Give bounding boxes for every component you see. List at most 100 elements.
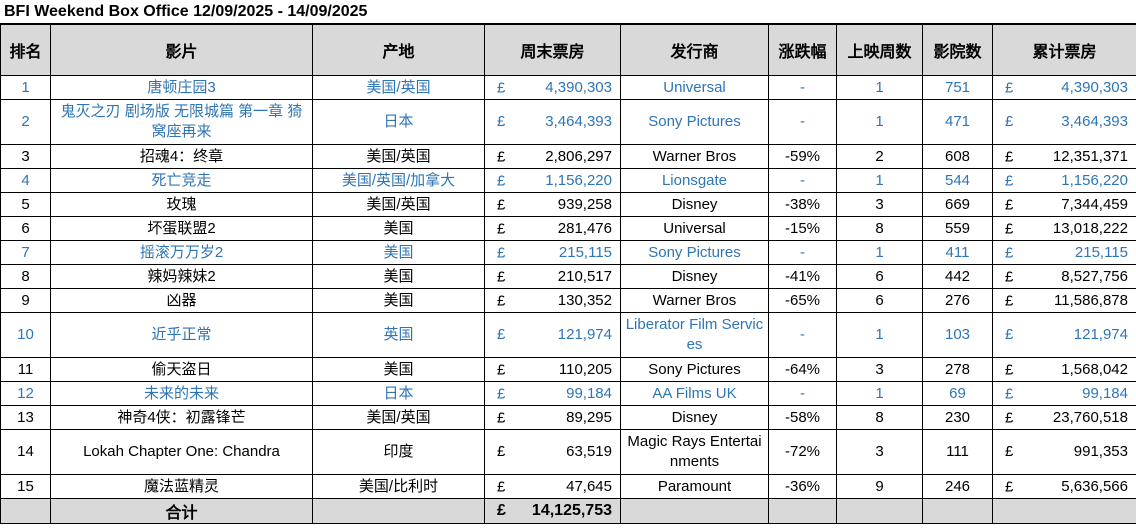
weekend-gross-cell: £1,156,220 <box>484 168 621 193</box>
currency-symbol: £ <box>497 268 506 285</box>
weekend-gross-cell-value: 89,295 <box>566 409 612 426</box>
weekend-gross-cell-value: 110,205 <box>558 361 612 378</box>
total-gross-cell: £121,974 <box>992 312 1136 358</box>
currency-symbol: £ <box>1005 385 1014 402</box>
total-empty-origin <box>312 498 485 524</box>
header-rank: 排名 <box>0 24 51 76</box>
distributor-cell: Universal <box>620 75 769 100</box>
weekend-gross-cell-value: 281,476 <box>557 220 612 237</box>
film-cell: 摇滚万万岁2 <box>50 240 313 265</box>
total-gross-cell-value: 7,344,459 <box>1061 196 1128 213</box>
weekend-gross-cell-value: 47,645 <box>566 478 612 495</box>
cinemas-cell: 276 <box>922 288 993 313</box>
cinemas-cell: 544 <box>922 168 993 193</box>
weeks-cell: 6 <box>836 288 923 313</box>
rank-cell: 15 <box>0 474 51 499</box>
distributor-cell: Warner Bros <box>620 288 769 313</box>
weekend-gross-cell: £3,464,393 <box>484 99 621 145</box>
currency-symbol: £ <box>497 478 506 495</box>
total-gross-cell-value: 13,018,222 <box>1052 220 1128 237</box>
origin-cell: 美国 <box>312 240 485 265</box>
distributor-cell: Disney <box>620 405 769 430</box>
cinemas-cell: 669 <box>922 192 993 217</box>
header-origin: 产地 <box>312 24 485 76</box>
table-row: 5 玫瑰 美国/英国 £939,258 Disney -38% 3 669 £7,344,459 <box>0 192 1136 217</box>
total-gross-cell-value: 215,115 <box>1074 244 1128 261</box>
total-empty-gross <box>992 498 1136 524</box>
table-row: 11 偷天盗日 美国 £110,205 Sony Pictures -64% 3 278 £1,… <box>0 357 1136 382</box>
distributor-cell: Disney <box>620 192 769 217</box>
weekend-gross-cell: £121,974 <box>484 312 621 358</box>
header-cinemas: 影院数 <box>922 24 993 76</box>
weeks-cell: 1 <box>836 99 923 145</box>
total-label: 合计 <box>50 498 313 524</box>
currency-symbol: £ <box>497 326 506 343</box>
origin-cell: 美国 <box>312 357 485 382</box>
film-cell: 招魂4：终章 <box>50 144 313 169</box>
currency-symbol: £ <box>497 220 506 237</box>
change-cell: -41% <box>768 264 837 289</box>
film-cell: 玫瑰 <box>50 192 313 217</box>
weekend-gross-cell-value: 215,115 <box>558 244 612 261</box>
change-cell: - <box>768 168 837 193</box>
cinemas-cell: 103 <box>922 312 993 358</box>
total-gross-cell: £991,353 <box>992 429 1136 475</box>
rank-cell: 13 <box>0 405 51 430</box>
total-gross-cell: £5,636,566 <box>992 474 1136 499</box>
currency-symbol: £ <box>1005 244 1014 261</box>
film-cell: 神奇4侠：初露锋芒 <box>50 405 313 430</box>
currency-symbol: £ <box>497 361 506 378</box>
change-cell: -58% <box>768 405 837 430</box>
rank-cell: 6 <box>0 216 51 241</box>
rank-cell: 1 <box>0 75 51 100</box>
header-weekend-gross: 周末票房 <box>484 24 621 76</box>
total-value: 14,125,753 <box>531 502 612 519</box>
distributor-cell: Disney <box>620 264 769 289</box>
total-gross-cell: £11,586,878 <box>992 288 1136 313</box>
table-row: 9 凶器 美国 £130,352 Warner Bros -65% 6 276 £11,586,… <box>0 288 1136 313</box>
currency-symbol: £ <box>1005 268 1014 285</box>
total-gross-cell-value: 12,351,371 <box>1052 148 1128 165</box>
rank-cell: 9 <box>0 288 51 313</box>
total-gross-cell-value: 1,156,220 <box>1061 172 1128 189</box>
rank-cell: 4 <box>0 168 51 193</box>
weeks-cell: 8 <box>836 216 923 241</box>
cinemas-cell: 411 <box>922 240 993 265</box>
weekend-gross-cell: £99,184 <box>484 381 621 406</box>
origin-cell: 日本 <box>312 99 485 145</box>
weekend-gross-cell-value: 121,974 <box>557 326 612 343</box>
origin-cell: 美国 <box>312 264 485 289</box>
weekend-gross-cell-value: 2,806,297 <box>545 148 612 165</box>
change-cell: -38% <box>768 192 837 217</box>
total-empty-rank <box>0 498 51 524</box>
table-row: 13 神奇4侠：初露锋芒 美国/英国 £89,295 Disney -58% 8 230 £23… <box>0 405 1136 430</box>
weekend-gross-cell-value: 99,184 <box>566 385 612 402</box>
film-cell: 魔法蓝精灵 <box>50 474 313 499</box>
currency-symbol: £ <box>497 244 506 261</box>
currency-symbol: £ <box>497 113 506 130</box>
cinemas-cell: 559 <box>922 216 993 241</box>
currency-symbol: £ <box>1005 326 1014 343</box>
change-cell: - <box>768 312 837 358</box>
change-cell: -15% <box>768 216 837 241</box>
rank-cell: 12 <box>0 381 51 406</box>
change-cell: -36% <box>768 474 837 499</box>
total-empty-cinemas <box>922 498 993 524</box>
total-gross-cell-value: 4,390,303 <box>1061 79 1128 96</box>
total-gross-cell-value: 991,353 <box>1073 443 1128 460</box>
currency-symbol: £ <box>1005 443 1014 460</box>
total-gross-cell: £1,568,042 <box>992 357 1136 382</box>
header-distributor: 发行商 <box>620 24 769 76</box>
rank-cell: 5 <box>0 192 51 217</box>
total-gross-cell: £7,344,459 <box>992 192 1136 217</box>
table-row: 1 唐顿庄园3 美国/英国 £4,390,303 Universal -1 751 £4,39… <box>0 75 1136 100</box>
currency-symbol: £ <box>497 385 506 402</box>
film-cell: 唐顿庄园3 <box>50 75 313 100</box>
weeks-cell: 1 <box>836 312 923 358</box>
total-gross-cell: £23,760,518 <box>992 405 1136 430</box>
origin-cell: 日本 <box>312 381 485 406</box>
box-office-table: 排名 影片 产地 周末票房 发行商 涨跌幅 上映周数 影院数 累计票房 1 唐顿庄… <box>0 24 1136 524</box>
film-cell: 凶器 <box>50 288 313 313</box>
film-cell: 坏蛋联盟2 <box>50 216 313 241</box>
weekend-gross-cell: £2,806,297 <box>484 144 621 169</box>
